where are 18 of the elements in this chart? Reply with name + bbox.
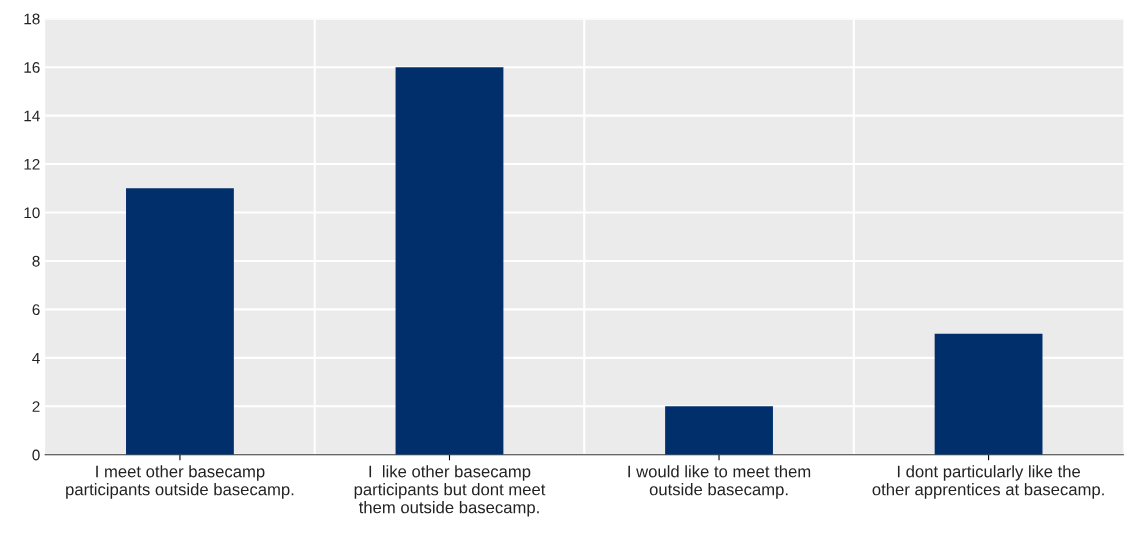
y-tick-label: 16: [24, 62, 40, 73]
bar: [126, 188, 234, 455]
bar: [665, 406, 773, 455]
bar: [395, 67, 504, 455]
y-tick-label: 0: [32, 449, 40, 461]
y-tick-label: 8: [32, 255, 40, 267]
y-tick-label: 18: [24, 13, 40, 25]
y-tick-label: 6: [32, 304, 40, 316]
y-tick-label: 4: [32, 352, 40, 364]
y-tick-label: 14: [24, 110, 40, 122]
y-tick-label: 2: [32, 401, 40, 412]
x-tick-label: I like other basecamp participants but dont meet them outside basecamp.: [354, 465, 546, 517]
x-tick-label: I meet other basecamp participants outside basecamp.: [66, 465, 294, 499]
y-tick-label: 10: [24, 207, 40, 219]
x-tick-label: I dont particularly like the other apprentices at basecamp.: [872, 465, 1104, 499]
y-tick-label: 12: [24, 158, 40, 170]
bar: [934, 333, 1043, 455]
x-tick-label: I would like to meet them outside basecamp.: [628, 465, 811, 499]
